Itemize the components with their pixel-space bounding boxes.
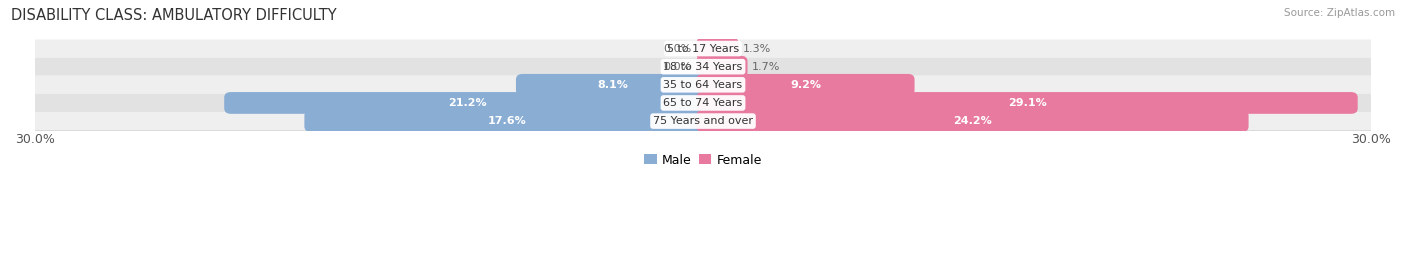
Text: 17.6%: 17.6% [488, 116, 526, 126]
FancyBboxPatch shape [35, 76, 1371, 94]
FancyBboxPatch shape [696, 74, 914, 96]
FancyBboxPatch shape [35, 39, 1371, 58]
Text: 1.7%: 1.7% [752, 62, 780, 72]
FancyBboxPatch shape [35, 112, 1371, 130]
Text: 24.2%: 24.2% [953, 116, 991, 126]
Text: 35 to 64 Years: 35 to 64 Years [664, 80, 742, 90]
FancyBboxPatch shape [35, 58, 1371, 76]
Text: 65 to 74 Years: 65 to 74 Years [664, 98, 742, 108]
FancyBboxPatch shape [696, 56, 748, 77]
Text: 1.3%: 1.3% [744, 43, 772, 54]
Text: 18 to 34 Years: 18 to 34 Years [664, 62, 742, 72]
Text: 5 to 17 Years: 5 to 17 Years [666, 43, 740, 54]
FancyBboxPatch shape [696, 38, 738, 59]
Text: 0.0%: 0.0% [664, 62, 692, 72]
FancyBboxPatch shape [304, 110, 710, 132]
Text: 9.2%: 9.2% [790, 80, 821, 90]
FancyBboxPatch shape [696, 110, 1249, 132]
FancyBboxPatch shape [224, 92, 710, 114]
Text: 0.0%: 0.0% [664, 43, 692, 54]
FancyBboxPatch shape [516, 74, 710, 96]
Text: 75 Years and over: 75 Years and over [652, 116, 754, 126]
Legend: Male, Female: Male, Female [640, 149, 766, 172]
FancyBboxPatch shape [696, 92, 1358, 114]
Text: 29.1%: 29.1% [1008, 98, 1046, 108]
FancyBboxPatch shape [35, 94, 1371, 112]
Text: 21.2%: 21.2% [447, 98, 486, 108]
Text: Source: ZipAtlas.com: Source: ZipAtlas.com [1284, 8, 1395, 18]
Text: 8.1%: 8.1% [598, 80, 628, 90]
Text: DISABILITY CLASS: AMBULATORY DIFFICULTY: DISABILITY CLASS: AMBULATORY DIFFICULTY [11, 8, 337, 23]
